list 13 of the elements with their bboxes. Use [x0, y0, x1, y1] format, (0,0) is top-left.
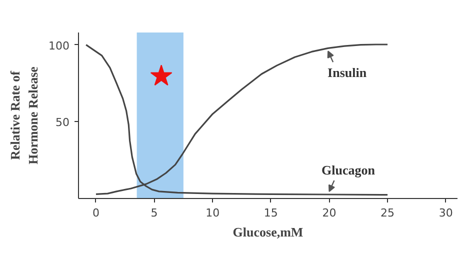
y-axis-title: Relative Rate of Hormone Release: [8, 66, 41, 164]
y-tick-label: 50: [56, 116, 70, 130]
x-tick-label: 15: [264, 206, 278, 220]
x-tick-label: 30: [438, 206, 453, 220]
x-tick-label: 20: [322, 206, 336, 220]
series-label: Glucagon: [321, 162, 376, 178]
x-tick-label: 10: [206, 206, 220, 220]
x-tick-label: 0: [92, 206, 100, 220]
x-axis-title: Glucose,mM: [232, 224, 304, 240]
y-tick-label: 100: [48, 39, 70, 52]
series-label: Insulin: [328, 65, 368, 80]
x-tick-label: 5: [150, 206, 158, 220]
x-tick-label: 25: [380, 206, 395, 220]
